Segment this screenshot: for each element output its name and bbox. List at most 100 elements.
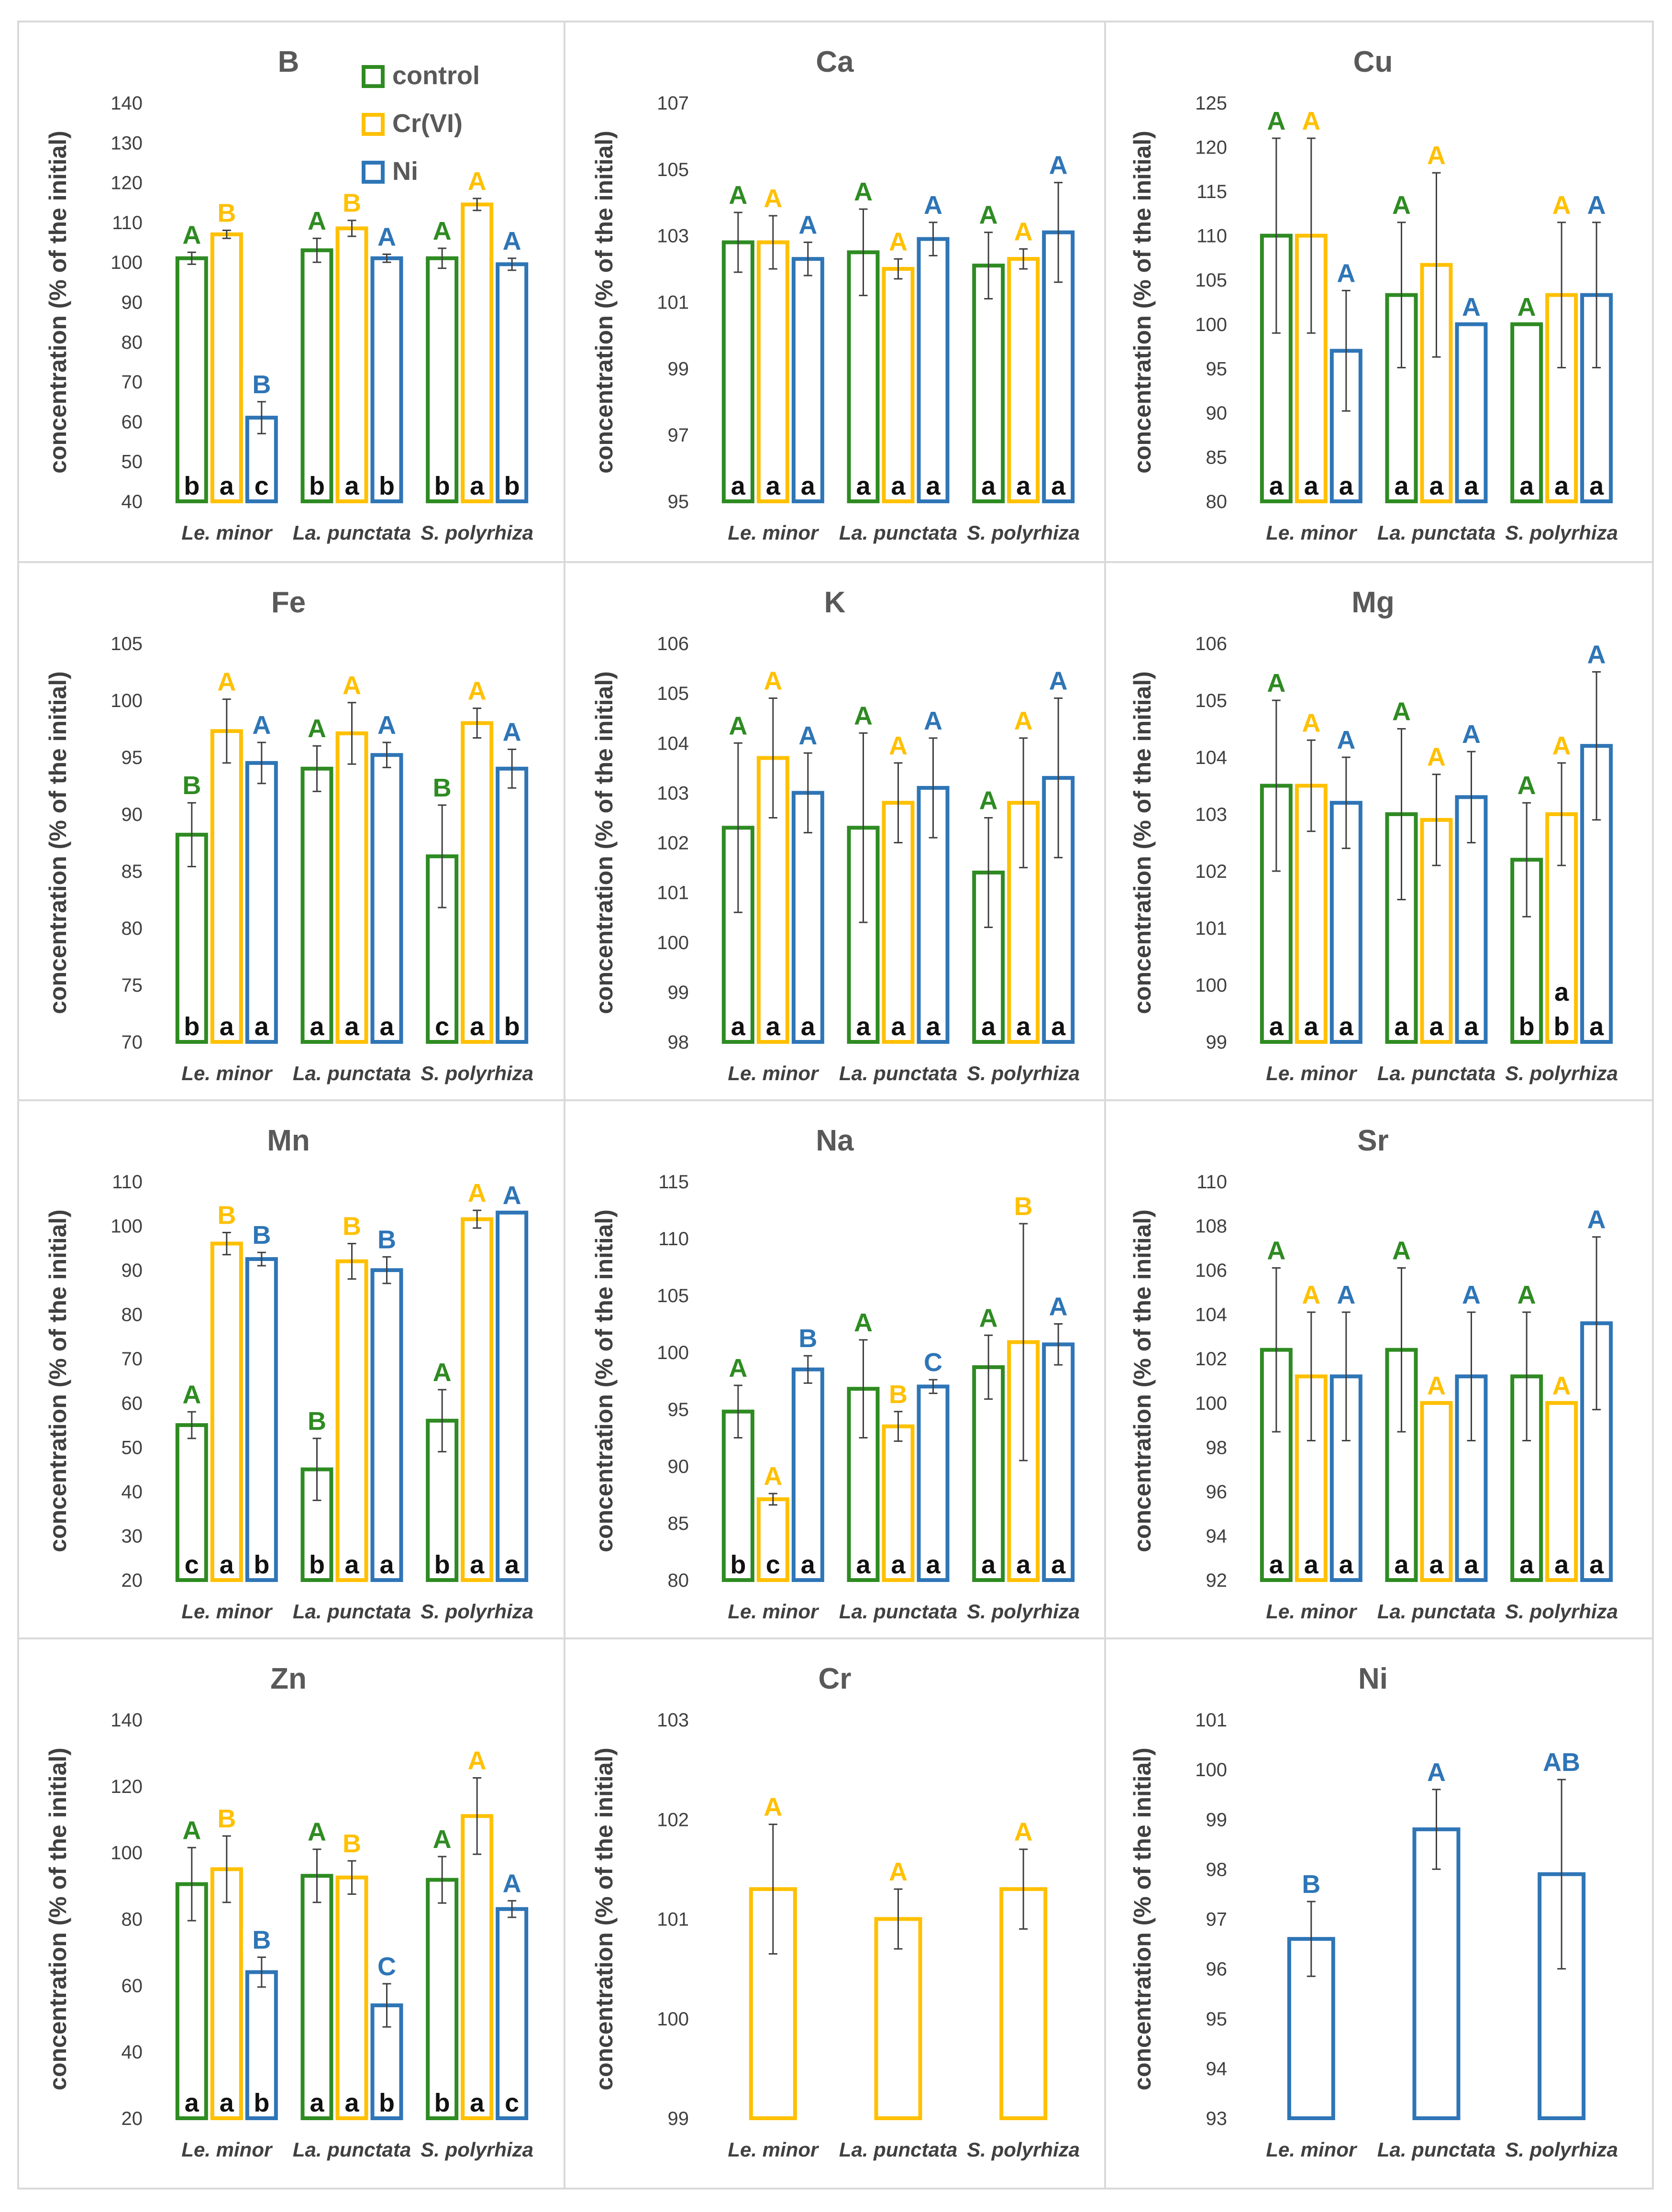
y-tick-label: 100 [111, 1843, 143, 1864]
x-tick-label: S. polyrhiza [1505, 2138, 1618, 2161]
bar-control [972, 1365, 1005, 1582]
significance-lower: a [344, 1550, 359, 1579]
y-tick-label: 95 [122, 747, 143, 768]
bar-Cr(VI) [882, 267, 915, 503]
y-tick-label: 90 [122, 804, 143, 825]
significance-lower: a [255, 1012, 269, 1041]
significance-lower: a [1016, 1550, 1031, 1579]
significance-lower: a [856, 1012, 871, 1041]
significance-upper: A [433, 217, 452, 245]
significance-lower: a [470, 2089, 485, 2117]
x-tick-label: La. punctata [839, 1600, 957, 1623]
significance-lower: a [801, 1550, 816, 1579]
bar-control [300, 248, 333, 503]
x-tick-label: La. punctata [839, 2138, 957, 2161]
bar-Ni [917, 237, 950, 503]
bar-Cr(VI) [335, 1259, 368, 1582]
significance-lower: b [379, 472, 395, 500]
y-tick-label: 99 [668, 2108, 689, 2129]
y-axis-label: concentration (% of the initial) [591, 1209, 618, 1552]
bar-control [721, 240, 754, 503]
y-axis-label: concentration (% of the initial) [44, 671, 71, 1014]
significance-lower: a [1464, 1012, 1479, 1041]
chart-panel-Na: Na concentration (% of the initial) 80 85 90… [591, 1124, 1080, 1623]
y-tick-label: 120 [1195, 137, 1227, 158]
y-axis-label: concentration (% of the initial) [1129, 131, 1156, 474]
x-tick-label: Le. minor [181, 1062, 273, 1084]
significance-lower: a [1269, 1550, 1284, 1579]
y-tick-label: 101 [657, 1909, 689, 1930]
significance-upper: B [377, 1225, 396, 1254]
significance-upper: A [468, 677, 487, 706]
significance-lower: a [310, 2089, 324, 2117]
bar-control [300, 766, 333, 1044]
significance-upper: B [252, 370, 271, 399]
y-tick-label: 110 [112, 212, 143, 233]
bar-Cr(VI) [1007, 257, 1040, 503]
bar-Ni [917, 1384, 950, 1582]
significance-upper: A [308, 1818, 326, 1847]
chart-panel-Zn: Zn concentration (% of the initial) 20 40 60… [44, 1662, 533, 2161]
y-tick-label: 102 [1195, 861, 1227, 882]
x-tick-label: S. polyrhiza [967, 1600, 1080, 1623]
y-tick-label: 100 [1195, 1759, 1227, 1781]
bar-control [972, 264, 1005, 503]
significance-lower: a [1304, 1550, 1319, 1579]
significance-upper: C [377, 1952, 396, 1981]
significance-upper: B [343, 1212, 361, 1241]
significance-lower: a [1554, 1550, 1569, 1579]
significance-lower: a [470, 1550, 485, 1579]
x-tick-label: La. punctata [839, 521, 957, 544]
significance-lower: a [220, 1550, 234, 1579]
x-tick-label: La. punctata [293, 521, 411, 544]
x-tick-label: S. polyrhiza [421, 1062, 533, 1084]
x-tick-label: Le. minor [1266, 1600, 1358, 1623]
bar-Cr(VI) [461, 202, 494, 504]
bar-Cr(VI) [335, 226, 368, 503]
y-tick-label: 40 [122, 491, 143, 512]
y-tick-label: 96 [1206, 1959, 1228, 1980]
significance-upper: A [217, 668, 236, 697]
y-tick-label: 100 [657, 1342, 689, 1363]
y-tick-label: 105 [111, 633, 143, 654]
significance-lower: b [434, 472, 450, 500]
significance-upper: A [1302, 107, 1320, 135]
significance-upper: A [889, 1858, 908, 1886]
x-tick-label: La. punctata [1377, 2138, 1495, 2161]
significance-upper: A [854, 1308, 873, 1337]
significance-lower: a [310, 1012, 324, 1041]
y-tick-label: 140 [111, 1710, 143, 1731]
significance-lower: b [184, 472, 199, 500]
x-tick-label: Le. minor [181, 2138, 273, 2161]
x-tick-label: Le. minor [728, 1600, 819, 1623]
significance-lower: a [1304, 472, 1319, 500]
significance-upper: A [1552, 1371, 1571, 1400]
y-tick-label: 105 [1195, 270, 1227, 291]
significance-upper: A [1517, 1281, 1536, 1309]
bar-Cr(VI) [335, 731, 368, 1044]
significance-upper: C [924, 1348, 942, 1377]
y-axis-label: concentration (% of the initial) [44, 1209, 71, 1552]
significance-upper: B [889, 1380, 908, 1409]
y-tick-label: 20 [122, 1570, 143, 1591]
x-tick-label: Le. minor [728, 521, 819, 544]
bar-Cr(VI) [335, 1875, 368, 2120]
significance-lower: a [766, 472, 781, 500]
significance-upper: A [1337, 1281, 1355, 1309]
significance-lower: b [1519, 1012, 1535, 1041]
y-tick-label: 103 [1195, 804, 1227, 825]
significance-lower: a [891, 1012, 906, 1041]
significance-upper: AB [1543, 1748, 1580, 1777]
y-tick-label: 97 [668, 425, 689, 446]
y-axis-label: concentration (% of the initial) [44, 1747, 71, 2090]
y-tick-label: 90 [122, 292, 143, 313]
significance-lower: a [1589, 472, 1604, 500]
significance-lower: a [1519, 1550, 1534, 1579]
bar-Cr(VI) [210, 729, 243, 1044]
significance-upper: A [503, 1869, 521, 1898]
significance-upper: A [468, 1746, 487, 1775]
y-tick-label: 95 [1206, 2009, 1228, 2030]
significance-lower: a [926, 472, 941, 500]
x-tick-label: S. polyrhiza [421, 1600, 533, 1623]
